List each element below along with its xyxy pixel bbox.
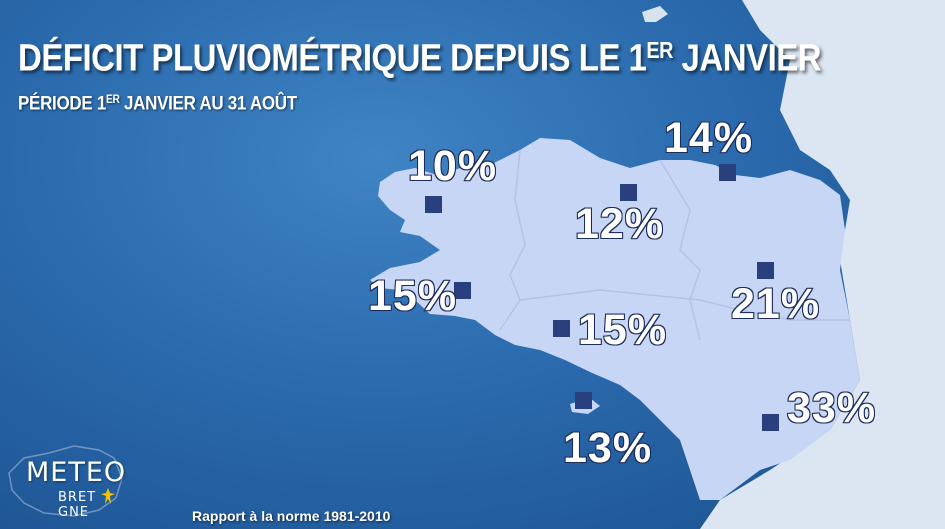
station-label-lorient: 15% [577,305,668,355]
channel-island [642,6,668,22]
ermine-icon [101,488,116,504]
station-label-rennes: 21% [730,279,821,329]
logo-text: METEO [26,457,127,488]
station-marker-dinard [719,164,736,181]
station-marker-quimper [454,282,471,299]
logo-subtext: BRET GNE [58,488,134,520]
norm-footnote: Rapport à la norme 1981-2010 [192,508,391,524]
map-subtitle: PÉRIODE 1ER JANVIER AU 31 AOÛT [18,92,297,114]
station-marker-belle-ile [575,392,592,409]
station-label-quimper: 15% [367,271,458,321]
brittany-region [370,138,860,500]
meteo-bretagne-logo: METEO BRET GNE [4,428,134,523]
station-marker-nantes [762,414,779,431]
station-marker-morlaix [620,184,637,201]
station-label-dinard: 14% [663,113,754,163]
station-marker-lorient [553,320,570,337]
station-label-morlaix: 12% [574,199,665,249]
station-label-brest-north: 10% [407,141,498,191]
brittany-outline-icon [8,445,123,517]
map-title: DÉFICIT PLUVIOMÉTRIQUE DEPUIS LE 1ER JAN… [18,36,822,79]
neighbor-land-north [700,0,945,529]
department-boundaries [499,149,850,341]
station-label-belle-ile: 13% [562,423,653,473]
station-label-nantes: 33% [786,383,877,433]
station-marker-rennes [757,262,774,279]
station-marker-brest-north [425,196,442,213]
